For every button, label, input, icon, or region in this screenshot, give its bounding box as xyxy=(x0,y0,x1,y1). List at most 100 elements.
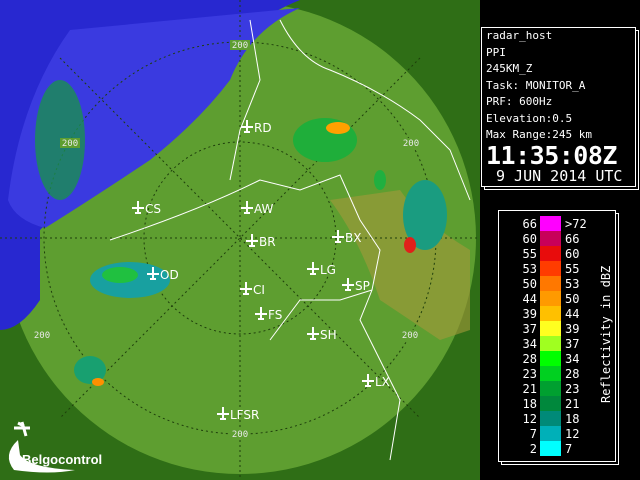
legend-swatch xyxy=(540,216,561,231)
legend-swatch xyxy=(540,351,561,366)
airport-label: BR xyxy=(259,235,276,249)
legend-max-label: 53 xyxy=(565,277,580,291)
airport-label: LFSR xyxy=(230,408,259,422)
airport-label: CS xyxy=(145,202,161,216)
airplane-icon xyxy=(362,374,374,387)
airplane-icon xyxy=(147,267,159,280)
legend-min-label: 44 xyxy=(522,292,537,306)
legend-max-label: 12 xyxy=(565,427,580,441)
airplane-icon xyxy=(241,120,253,133)
airport: CS xyxy=(132,201,161,216)
scan-time: 11:35:08Z xyxy=(486,140,617,170)
precipitation xyxy=(35,80,447,386)
legend-min-label: 50 xyxy=(522,277,537,291)
legend-min-label: 21 xyxy=(522,382,537,396)
airport: OD xyxy=(147,267,179,282)
legend-swatch xyxy=(540,366,561,381)
range-product: 245KM_Z xyxy=(486,62,533,75)
plane-logo-icon xyxy=(14,421,30,437)
airport: BR xyxy=(246,234,276,249)
product-type: PPI xyxy=(486,45,506,59)
legend-min-label: 12 xyxy=(522,412,537,426)
airport-label: LX xyxy=(375,375,390,389)
airport: SP xyxy=(342,278,370,293)
legend-min-label: 7 xyxy=(529,427,537,441)
legend-swatch xyxy=(540,246,561,261)
airport-label: CI xyxy=(253,283,265,297)
legend-min-label: 23 xyxy=(522,367,537,381)
airplane-icon xyxy=(307,262,319,275)
sea-inside-coverage xyxy=(8,8,300,228)
legend-max-label: 28 xyxy=(565,367,580,381)
range-ring-label: 200 xyxy=(232,41,248,51)
legend-swatch xyxy=(540,261,561,276)
legend-swatch xyxy=(540,276,561,291)
legend-swatch xyxy=(540,396,561,411)
airplane-icon xyxy=(307,327,319,340)
airplane-icon xyxy=(132,201,144,214)
legend-min-label: 34 xyxy=(522,337,537,351)
legend-swatch xyxy=(540,336,561,351)
legend-min-label: 39 xyxy=(522,307,537,321)
legend-swatch xyxy=(540,411,561,426)
legend-min-label: 2 xyxy=(529,442,537,456)
logo-text: Belgocontrol xyxy=(22,452,102,467)
legend-max-label: 39 xyxy=(565,322,580,336)
legend-max-label: >72 xyxy=(565,217,587,231)
legend-color-bar xyxy=(540,216,561,456)
legend-swatch xyxy=(540,306,561,321)
scan-date: 9 JUN 2014 UTC xyxy=(496,166,623,185)
legend-swatch xyxy=(540,381,561,396)
legend-max-label: 60 xyxy=(565,247,580,261)
legend-max-label: 37 xyxy=(565,337,580,351)
airplane-icon xyxy=(332,230,344,243)
legend-min-label: 28 xyxy=(522,352,537,366)
color-legend: 66 60 55 53 50 44 39 37 34 28 23 21 18 12 7 2 >72 66 60 55 5… xyxy=(498,210,616,462)
legend-max-label: 21 xyxy=(565,397,580,411)
legend-swatch xyxy=(540,321,561,336)
legend-min-label: 66 xyxy=(522,217,537,231)
range-ring-label: 200 xyxy=(232,430,248,440)
legend-min-label: 53 xyxy=(522,262,537,276)
legend-max-label: 50 xyxy=(565,292,580,306)
airplane-icon xyxy=(246,234,258,247)
range-ring-label: 200 xyxy=(402,331,418,341)
legend-max-label: 18 xyxy=(565,412,580,426)
task-name: Task: MONITOR_A xyxy=(486,78,586,92)
airport: LFSR xyxy=(217,407,259,422)
legend-max-label: 23 xyxy=(565,382,580,396)
legend-swatch xyxy=(540,231,561,246)
airport-label: OD xyxy=(160,268,179,282)
legend-swatch xyxy=(540,426,561,441)
legend-min-label: 60 xyxy=(522,232,537,246)
legend-max-label: 7 xyxy=(565,442,573,456)
legend-max-label: 55 xyxy=(565,262,580,276)
airport-label: RD xyxy=(254,121,272,135)
max-range-value: Max Range:245 km xyxy=(486,128,592,141)
legend-swatch xyxy=(540,291,561,306)
airport: RD xyxy=(241,120,272,135)
legend-max-label: 44 xyxy=(565,307,580,321)
airport-label: FS xyxy=(268,308,282,322)
legend-min-label: 37 xyxy=(522,322,537,336)
belgocontrol-logo: Belgocontrol xyxy=(8,421,102,473)
airplane-icon xyxy=(241,201,253,214)
range-ring-label: 200 xyxy=(34,331,50,341)
airport-label: SH xyxy=(320,328,337,342)
info-panel: radar_host PPI 245KM_Z Task: MONITOR_A P… xyxy=(481,27,636,187)
airplane-icon xyxy=(255,307,267,320)
legend-min-label: 18 xyxy=(522,397,537,411)
legend-swatch xyxy=(540,441,561,456)
airport: FS xyxy=(255,307,282,322)
airport: CI xyxy=(240,282,265,297)
legend-min-label: 55 xyxy=(522,247,537,261)
legend-max-label: 66 xyxy=(565,232,580,246)
airport-label: BX xyxy=(345,231,361,245)
airplane-icon xyxy=(217,407,229,420)
elevation-value: Elevation:0.5 xyxy=(486,111,573,125)
range-ring-labels: 200 200 200 200 200 200 xyxy=(32,40,421,440)
legend-title: Reflectivity in dBZ xyxy=(599,265,613,403)
host-name: radar_host xyxy=(486,29,553,42)
